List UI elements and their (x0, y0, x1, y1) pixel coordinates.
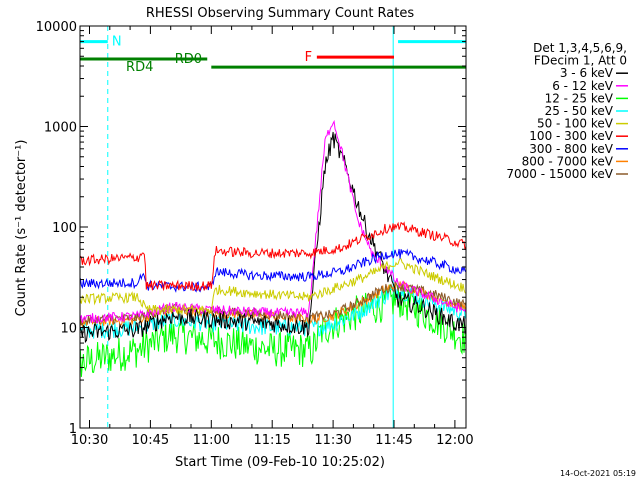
series-line-5 (80, 221, 466, 292)
x-tick-label-3: 11:15 (253, 433, 290, 448)
saa-bar-label: RD0 (175, 52, 202, 67)
legend-label-5: 100 - 300 keV (529, 129, 613, 143)
x-tick-label-5: 11:45 (375, 433, 412, 448)
legend-title-line-1: FDecim 1, Att 0 (534, 54, 627, 68)
plot-area: N F RD0 RD4 (80, 26, 466, 428)
y-tick-label-1: 10 (60, 322, 77, 337)
series-line-4 (80, 257, 466, 316)
x-tick-label-6: 12:00 (436, 433, 473, 448)
y-tick-label-0: 1 (69, 422, 77, 437)
y-tick-label-4: 10000 (36, 20, 77, 35)
x-tick-label-1: 10:45 (132, 433, 169, 448)
flare-bar-label: F (305, 50, 312, 65)
legend-label-7: 800 - 7000 keV (522, 154, 614, 168)
legend-label-0: 3 - 6 keV (560, 66, 614, 80)
legend-label-2: 12 - 25 keV (545, 91, 614, 105)
legend: Det 1,3,4,5,6,9,FDecim 1, Att 03 - 6 keV… (506, 41, 628, 181)
y-tick-label-3: 1000 (44, 121, 77, 136)
x-tick-label-0: 10:30 (71, 433, 108, 448)
legend-label-8: 7000 - 15000 keV (506, 167, 613, 181)
legend-label-4: 50 - 100 keV (537, 117, 614, 131)
series-line-0 (80, 131, 466, 344)
x-axis-label: Start Time (09-Feb-10 10:25:02) (175, 455, 385, 470)
axes: 1 10 100 1000 10000 10:30 10:45 11:00 11:15 11:30… (36, 20, 474, 448)
series-line-1 (80, 119, 466, 324)
x-tick-label-4: 11:30 (314, 433, 351, 448)
legend-title-line-0: Det 1,3,4,5,6,9, (533, 41, 627, 55)
legend-label-6: 300 - 800 keV (529, 142, 613, 156)
y-tick-label-2: 100 (52, 221, 77, 236)
x-tick-label-2: 11:00 (193, 433, 230, 448)
y-axis-label: Count Rate (s⁻¹ detector⁻¹) (14, 140, 29, 317)
legend-label-1: 6 - 12 keV (552, 79, 614, 93)
decim-bar-label: RD4 (126, 60, 153, 75)
series-line-6 (80, 248, 466, 293)
timestamp-label: 14-Oct-2021 05:19 (560, 469, 636, 478)
night-bar-label: N (112, 35, 122, 50)
legend-label-3: 25 - 50 keV (545, 104, 614, 118)
chart-title: RHESSI Observing Summary Count Rates (146, 6, 415, 21)
